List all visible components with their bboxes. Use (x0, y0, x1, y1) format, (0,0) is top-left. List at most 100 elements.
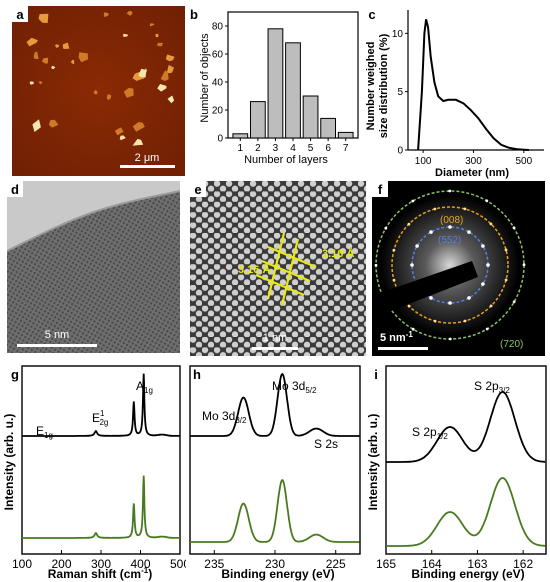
bar (337, 131, 354, 139)
y-axis-label-line2: size distribution (%) (378, 33, 390, 138)
afm-flake (70, 59, 75, 64)
x-tick-label: 6 (325, 143, 331, 154)
y-tick-label: 5 (397, 87, 403, 98)
x-axis-label: Number of layers (244, 154, 328, 166)
scale-bar-label: 1 nm (263, 332, 287, 344)
diffraction-spot (485, 327, 489, 331)
x-tick-label: 162 (513, 557, 533, 571)
diffraction-spot (433, 207, 437, 211)
x-tick-label: 200 (51, 557, 71, 571)
afm-flake (78, 52, 88, 63)
afm-flake (38, 81, 43, 85)
afm-flake (157, 84, 167, 92)
y-tick-label: 80 (212, 22, 224, 33)
bar (232, 133, 249, 139)
diffraction-spot (411, 327, 415, 331)
diffraction-spot (448, 301, 452, 305)
ring-label-720: (720) (500, 339, 523, 350)
afm-flake (165, 54, 175, 62)
panel-label-g: g (7, 366, 23, 382)
afm-flake (48, 119, 59, 128)
ring-label-008: (008) (440, 215, 463, 226)
peak-label-mo3d52: Mo 3d5/2 (272, 379, 317, 395)
afm-flake (149, 23, 155, 27)
diffraction-spot (486, 263, 490, 267)
ring-label-552: (552) (438, 235, 461, 246)
y-tick-label: 0 (217, 134, 223, 145)
xps-mo-curve-bottom (190, 478, 360, 543)
x-tick-label: 7 (343, 143, 349, 154)
afm-flake (26, 37, 38, 47)
xps-mo-chart: 235 230 225 Mo 3d3/2 Mo 3d5/2 S 2s Binding… (189, 365, 361, 581)
x-tick-label: 163 (467, 557, 487, 571)
spacing-label-1: 3.16 Å (322, 247, 354, 260)
diffraction-spot (522, 263, 526, 267)
x-tick-label: 225 (326, 557, 346, 571)
diffraction-spot (407, 304, 411, 308)
peak-label-s2p12: S 2p1/2 (412, 425, 448, 441)
afm-flake (62, 42, 70, 49)
panel-label-f: f (372, 181, 388, 197)
peak-label-s2p32: S 2p3/2 (474, 379, 510, 395)
diffraction-spot (481, 282, 485, 286)
afm-flake (33, 51, 39, 59)
x-tick-label: 100 (12, 557, 32, 571)
y-axis-label: Intensity (arb. u.) (366, 414, 380, 511)
x-axis-label: Binding energy (eV) (221, 567, 334, 581)
afm-flake (123, 33, 128, 37)
diffraction-spot (429, 230, 433, 234)
x-tick-label: 4 (290, 143, 296, 154)
diffraction-spot (485, 199, 489, 203)
afm-flake (126, 11, 133, 16)
diffraction-spot (463, 319, 467, 323)
afm-flake (160, 70, 169, 81)
diffraction-spot (410, 263, 414, 267)
afm-flake (167, 95, 175, 104)
diffraction-spot (467, 230, 471, 234)
afm-flake (32, 119, 41, 132)
afm-flake (119, 135, 126, 140)
afm-flake (38, 13, 49, 23)
x-tick-label: 165 (376, 557, 396, 571)
peak-label-e1g: E1g (36, 424, 53, 440)
diffraction-spot (433, 319, 437, 323)
diffraction-ring-middle (391, 206, 509, 324)
diffraction-spot (489, 304, 493, 308)
bar (285, 42, 301, 139)
peak-label-e2g: E1 2g (92, 409, 108, 427)
diffraction-spot (504, 278, 508, 282)
diffraction-spot (429, 296, 433, 300)
peak-label-mo3d32: Mo 3d3/2 (202, 409, 247, 425)
scale-bar-label: 5 nm-1 (380, 330, 413, 344)
x-tick-label: 300 (465, 156, 482, 167)
panel-label-e: e (190, 181, 206, 197)
diffraction-spot (448, 189, 452, 193)
scale-bar-label: 2 μm (135, 152, 160, 164)
afm-flake (156, 42, 164, 47)
y-tick-label: 20 (212, 106, 224, 117)
x-tick-label: 230 (265, 557, 285, 571)
afm-flake (41, 57, 49, 64)
diffraction-spot (415, 244, 419, 248)
raman-curve-bottom (22, 475, 181, 539)
diffraction-spot (411, 199, 415, 203)
x-tick-label: 500 (516, 156, 533, 167)
xps-s-curve-top (386, 391, 546, 463)
size-distribution-chart: Number weighed size distribution (%) 0 5 1… (365, 10, 544, 179)
diffraction-spot (512, 300, 516, 304)
bar (267, 28, 284, 139)
scale-bar (252, 347, 298, 350)
y-axis-label-line1: Number weighed (365, 42, 377, 131)
diffraction-spot (504, 248, 508, 252)
xps-s-chart: Intensity (arb. u.) 165 164 163 162 S 2p1/2… (366, 365, 547, 581)
afm-flake (167, 64, 174, 74)
raman-curve-top (22, 373, 181, 437)
afm-flake (106, 94, 112, 100)
bar (302, 95, 319, 139)
afm-flake (93, 90, 98, 95)
x-tick-label: 3 (273, 143, 279, 154)
saed-image: (008) (552) (720) 5 nm-1 (372, 181, 545, 356)
diffraction-spot (481, 244, 485, 248)
x-tick-label: 164 (422, 557, 442, 571)
y-tick-label: 40 (212, 78, 224, 89)
